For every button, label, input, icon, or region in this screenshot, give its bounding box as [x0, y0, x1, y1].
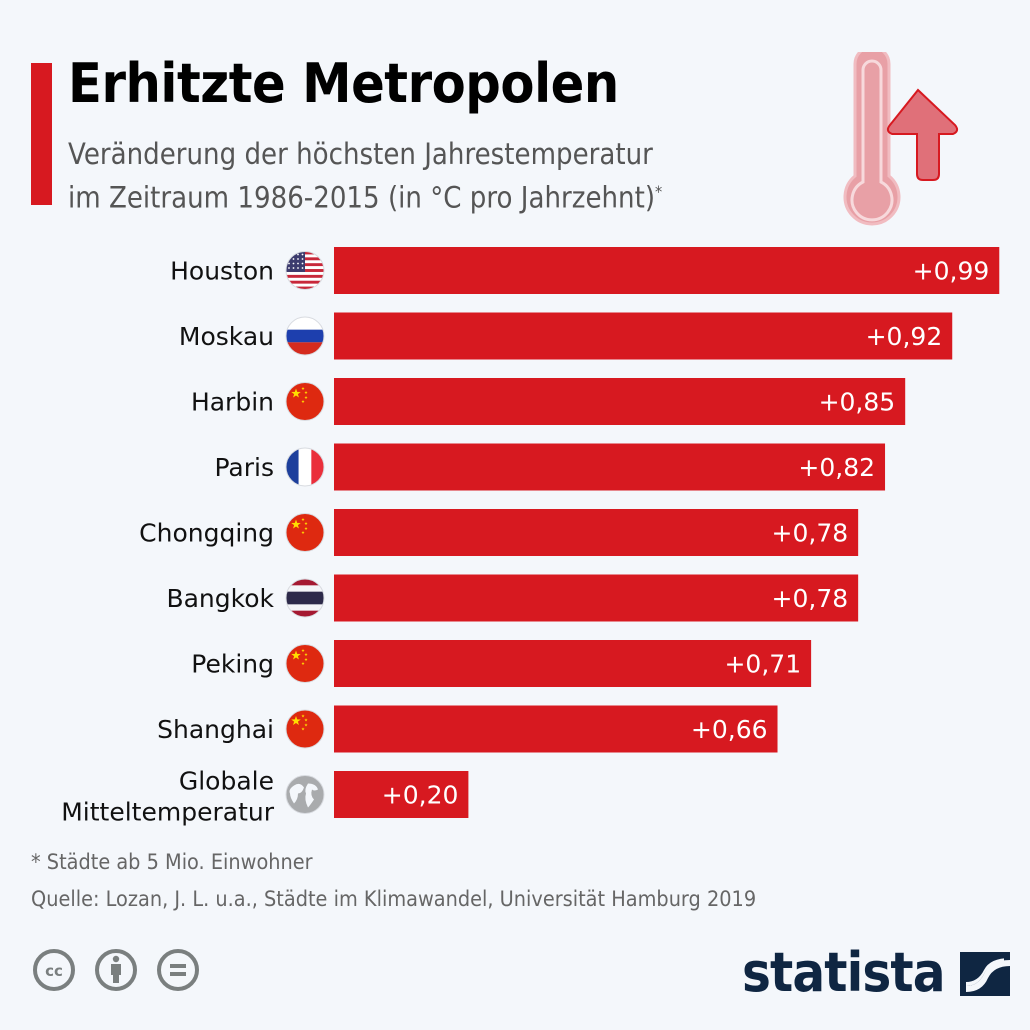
chart-title: Erhitzte Metropolen — [68, 52, 619, 115]
bar-row: Globale Mitteltemperatur +0,20 — [61, 767, 469, 827]
bar-row: Harbin +0,85 — [191, 378, 906, 425]
category-label: Chongqing — [139, 519, 274, 548]
bar-value-label: +0,71 — [724, 650, 801, 679]
subtitle-line-1: Veränderung der höchsten Jahrestemperatu… — [68, 137, 653, 171]
bar-value-label: +0,82 — [798, 453, 875, 482]
bar-value-label: +0,66 — [691, 715, 768, 744]
cc-icon[interactable]: cc — [32, 948, 76, 992]
globe-icon — [286, 775, 324, 814]
thermometer-rising-icon — [843, 52, 959, 226]
bar[interactable] — [334, 312, 953, 360]
category-label: Paris — [214, 453, 274, 482]
source-note: Quelle: Lozan, J. L. u.a., Städte im Kli… — [31, 887, 757, 911]
category-label: Shanghai — [157, 715, 274, 744]
bar[interactable] — [334, 640, 812, 687]
category-label: Bangkok — [166, 584, 274, 613]
arrow-up-icon — [886, 88, 959, 181]
bar[interactable] — [334, 443, 886, 491]
bar-row: Chongqing +0,78 — [139, 509, 859, 556]
chart-subtitle: Veränderung der höchsten Jahrestemperatu… — [68, 136, 662, 217]
bar-value-label: +0,85 — [819, 388, 896, 417]
category-label: Houston — [170, 257, 274, 286]
bar-value-label: +0,78 — [772, 519, 849, 548]
category-label: Moskau — [179, 322, 274, 351]
footnote: * Städte ab 5 Mio. Einwohner — [31, 850, 313, 874]
bar-row: Peking +0,71 — [191, 640, 812, 687]
bar-value-label: +0,78 — [772, 584, 849, 613]
subtitle-footnote-marker: * — [654, 182, 663, 201]
russia-flag-icon — [286, 317, 324, 355]
bar[interactable] — [334, 247, 1000, 294]
china-flag-icon — [286, 644, 324, 683]
bar-row: Bangkok +0,78 — [166, 574, 859, 622]
category-label: Peking — [191, 650, 274, 679]
attribution-icon[interactable] — [94, 948, 138, 992]
bar-row: Moskau +0,92 — [179, 312, 953, 360]
bar[interactable] — [334, 509, 859, 556]
bar[interactable] — [334, 378, 906, 425]
bar-row: Paris +0,82 — [214, 443, 886, 491]
title-accent-bar — [31, 63, 52, 205]
bar-value-label: +0,99 — [913, 257, 990, 286]
china-flag-icon — [286, 382, 324, 421]
no-derivatives-icon[interactable] — [156, 948, 200, 992]
bar[interactable] — [334, 705, 778, 753]
statista-wordmark: statista — [742, 940, 946, 1004]
bar-row: Houston +0,99 — [170, 247, 1000, 294]
category-label: Harbin — [191, 388, 274, 417]
china-flag-icon — [286, 710, 324, 748]
china-flag-icon — [286, 513, 324, 552]
france-flag-icon — [286, 448, 324, 486]
bar[interactable] — [334, 574, 859, 622]
thermometer-icon — [843, 52, 901, 226]
bar-value-label: +0,20 — [382, 781, 459, 810]
bar-value-label: +0,92 — [866, 322, 943, 351]
statista-logo-mark-icon — [960, 952, 1010, 996]
thailand-flag-icon — [286, 579, 324, 617]
statista-logo[interactable]: statista — [742, 940, 1010, 1004]
category-label: Globale Mitteltemperatur — [61, 767, 274, 827]
bar[interactable] — [334, 771, 469, 818]
subtitle-line-2: im Zeitraum 1986-2015 (in °C pro Jahrzeh… — [68, 180, 663, 215]
bar-row: Shanghai +0,66 — [157, 705, 778, 753]
svg-text:cc: cc — [45, 962, 63, 980]
